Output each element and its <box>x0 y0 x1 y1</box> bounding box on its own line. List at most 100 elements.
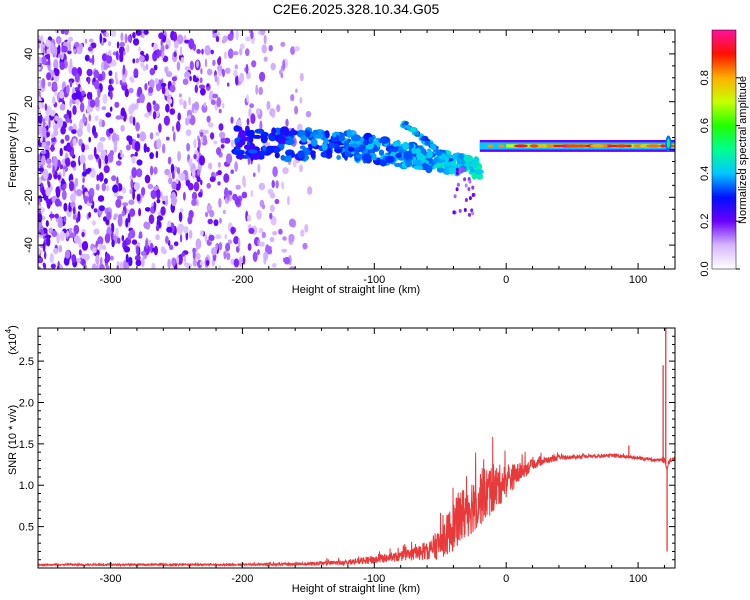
x-tick-label: 0 <box>503 573 509 585</box>
noise-blob <box>281 181 285 190</box>
noise-blob <box>142 65 147 72</box>
noise-blob <box>97 141 104 153</box>
noise-blob <box>179 46 183 57</box>
noise-blob <box>235 75 239 86</box>
noise-blob <box>248 108 252 118</box>
noise-blob <box>148 214 155 225</box>
noise-blob <box>206 182 211 189</box>
noise-blob <box>155 234 160 241</box>
noise-blob <box>217 170 222 176</box>
noise-blob <box>173 31 178 43</box>
noise-blob <box>55 30 59 34</box>
noise-blob <box>132 58 136 64</box>
noise-blob <box>122 64 126 75</box>
noise-blob <box>138 55 145 62</box>
noise-blob <box>169 108 176 115</box>
noise-blob <box>204 234 208 242</box>
band-blob <box>300 135 308 143</box>
noise-blob <box>270 215 277 226</box>
noise-blob <box>125 144 131 151</box>
noise-blob <box>101 53 108 62</box>
noise-blob <box>123 259 127 269</box>
noise-blob <box>120 107 126 117</box>
steady-band-blob <box>546 144 555 148</box>
noise-blob <box>176 223 184 235</box>
noise-blob <box>179 208 184 213</box>
noise-blob <box>146 102 152 113</box>
noise-blob <box>185 179 191 187</box>
noise-blob <box>88 194 93 204</box>
noise-blob <box>38 90 41 98</box>
noise-blob <box>68 42 71 52</box>
noise-blob <box>120 153 125 158</box>
noise-blob <box>111 239 115 248</box>
band-blob <box>352 146 359 153</box>
noise-blob <box>217 161 221 168</box>
noise-blob <box>72 192 77 200</box>
noise-blob <box>68 110 72 120</box>
band-blob <box>347 146 355 152</box>
noise-blob <box>258 227 264 234</box>
noise-blob <box>237 237 241 249</box>
noise-blob <box>107 40 112 47</box>
noise-blob <box>299 96 303 104</box>
noise-blob <box>193 153 197 160</box>
noise-blob <box>105 54 113 64</box>
noise-blob <box>115 198 122 208</box>
noise-blob <box>140 50 145 56</box>
noise-blob <box>129 115 134 124</box>
noise-blob <box>270 62 276 71</box>
noise-blob <box>180 56 185 64</box>
band-blob <box>248 149 258 154</box>
noise-blob <box>130 103 137 111</box>
noise-blob <box>206 68 213 76</box>
noise-blob <box>101 61 104 72</box>
noise-blob <box>69 119 73 124</box>
noise-blob <box>144 174 151 184</box>
noise-blob <box>117 195 124 200</box>
noise-blob <box>193 138 197 149</box>
noise-blob <box>147 183 154 190</box>
noise-blob <box>127 35 131 43</box>
noise-blob <box>274 198 280 205</box>
noise-blob <box>202 129 209 135</box>
noise-blob <box>200 68 203 75</box>
noise-blob <box>183 262 189 267</box>
noise-blob <box>179 172 186 181</box>
noise-blob <box>71 129 77 134</box>
noise-blob <box>79 154 86 165</box>
noise-blob <box>239 72 245 84</box>
noise-blob <box>54 115 59 121</box>
noise-blob <box>58 245 63 253</box>
noise-blob <box>91 264 99 269</box>
noise-blob <box>47 81 52 87</box>
x-tick-label: 100 <box>629 274 647 286</box>
noise-blob <box>227 33 234 41</box>
noise-blob <box>153 201 157 212</box>
noise-blob <box>178 98 184 106</box>
noise-blob <box>93 208 98 213</box>
noise-blob <box>38 128 43 135</box>
steady-band-blob <box>565 144 582 148</box>
band-blob <box>287 155 292 162</box>
noise-blob <box>72 105 77 115</box>
band-blob <box>413 165 423 170</box>
noise-blob <box>63 114 69 119</box>
noise-blob <box>271 111 276 119</box>
noise-blob <box>40 43 44 54</box>
noise-blob <box>110 59 117 67</box>
noise-blob <box>252 251 258 262</box>
noise-blob <box>121 76 126 83</box>
noise-blob <box>165 44 169 50</box>
band-blob <box>362 140 369 146</box>
noise-blob <box>39 257 44 264</box>
noise-blob <box>271 263 277 268</box>
steady-band-blob <box>513 144 528 148</box>
noise-blob <box>171 125 175 132</box>
noise-blob <box>212 93 219 99</box>
noise-blob <box>185 129 192 137</box>
noise-blob <box>123 246 131 253</box>
band-blob <box>271 127 276 136</box>
spectrogram-y-axis-label: Frequency (Hz) <box>7 112 19 188</box>
noise-blob <box>38 229 45 236</box>
